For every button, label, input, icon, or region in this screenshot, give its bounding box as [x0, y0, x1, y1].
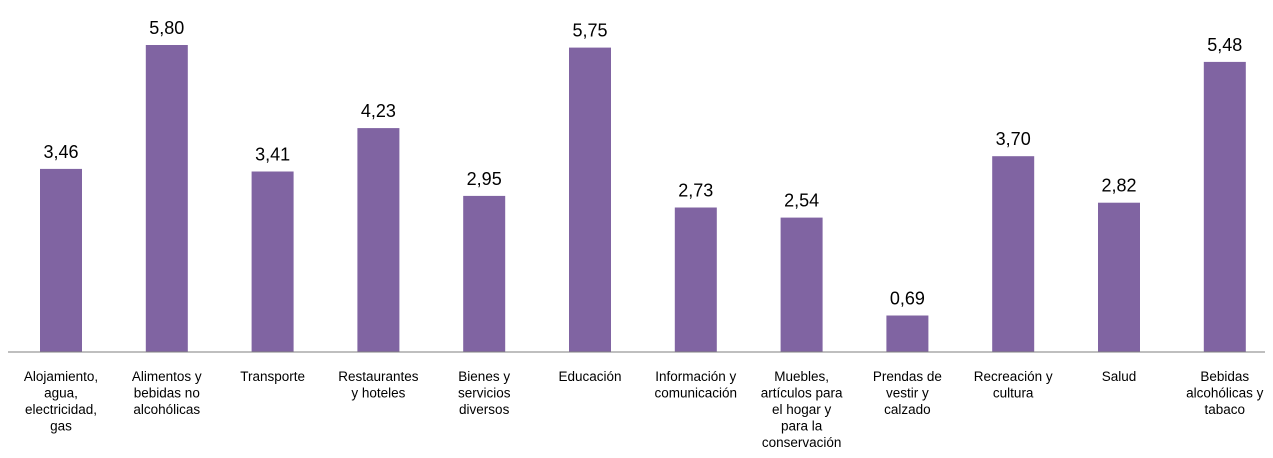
category-label-line: Bebidas — [1200, 369, 1249, 384]
category-label: Prendas de vestir y calzado — [873, 369, 942, 417]
category-label: Alimentos y bebidas no alcohólicas — [132, 369, 202, 417]
category-label-line: bebidas no — [134, 386, 200, 401]
bar-value-label: 5,80 — [149, 18, 184, 38]
category-label-line: gas — [50, 419, 72, 434]
category-label-line: tabaco — [1205, 402, 1246, 417]
bar — [1203, 61, 1246, 353]
category-label-line: Transporte — [240, 369, 305, 384]
category-label: Salud — [1102, 369, 1137, 384]
category-label: Transporte — [240, 369, 305, 384]
category-label: Recreación y cultura — [974, 369, 1053, 401]
category-label: Muebles, artículos para el hogar y para la c… — [761, 369, 843, 450]
category-label-line: agua, — [44, 386, 78, 401]
category-label-line: comunicación — [655, 386, 738, 401]
bar-value-label: 3,41 — [255, 145, 290, 165]
category-label-line: Educación — [558, 369, 621, 384]
bar — [1098, 202, 1140, 352]
category-labels-group: Alojamiento, agua, electricidad, gas Aliment… — [24, 369, 1264, 450]
bar-value-label: 2,73 — [678, 181, 713, 201]
category-label-line: electricidad, — [25, 402, 97, 417]
category-label-line: alcohólicas — [133, 402, 200, 417]
category-label: Restaurantes y hoteles — [338, 369, 419, 401]
category-label: Información y comunicación — [655, 369, 738, 401]
bars-group — [40, 45, 1246, 353]
category-label-line: Bienes y — [458, 369, 510, 384]
category-label-line: para la — [781, 419, 823, 434]
category-label-line: cultura — [993, 386, 1034, 401]
category-label: Alojamiento, agua, electricidad, gas — [24, 369, 98, 434]
category-label: Bienes y servicios diversos — [458, 369, 511, 417]
bar — [674, 207, 717, 352]
category-label-line: alcohólicas y — [1186, 386, 1264, 401]
bar-value-label: 5,75 — [572, 21, 607, 41]
category-label-line: Alojamiento, — [24, 369, 98, 384]
bar-value-label: 5,48 — [1207, 35, 1242, 55]
category-label-line: diversos — [459, 402, 510, 417]
category-label-line: Prendas de — [873, 369, 942, 384]
bar-value-label: 2,54 — [784, 191, 819, 211]
category-label-line: Alimentos y — [132, 369, 202, 384]
bar-value-label: 3,70 — [996, 129, 1031, 149]
category-label-line: Recreación y — [974, 369, 1053, 384]
category-label-line: Salud — [1102, 369, 1137, 384]
bar — [40, 168, 82, 352]
bar-value-label: 0,69 — [890, 289, 925, 309]
category-label-line: y hoteles — [351, 386, 405, 401]
category-label-line: Información y — [655, 369, 736, 384]
category-label-line: Muebles, — [774, 369, 829, 384]
category-label: Educación — [558, 369, 621, 384]
bar — [992, 156, 1035, 352]
bar — [886, 315, 929, 352]
bar-value-label: 4,23 — [361, 101, 396, 121]
category-label-line: vestir y — [886, 386, 929, 401]
category-label-line: artículos para — [761, 386, 843, 401]
category-label: Bebidas alcohólicas y tabaco — [1186, 369, 1264, 417]
bar — [357, 128, 400, 352]
category-label-line: Restaurantes — [338, 369, 419, 384]
category-label-line: servicios — [458, 386, 511, 401]
bar-value-label: 3,46 — [43, 142, 78, 162]
bar — [780, 217, 823, 352]
category-label-line: conservación — [762, 435, 842, 450]
bar-value-label: 2,95 — [467, 169, 502, 189]
bar — [463, 195, 506, 352]
bar-value-label: 2,82 — [1101, 176, 1136, 196]
bar — [569, 47, 611, 352]
bar — [251, 171, 294, 352]
value-labels-group: 3,46 5,80 3,41 4,23 2,95 5,75 2,73 2,54 0,69 3,70… — [43, 18, 1242, 309]
bar — [145, 45, 188, 352]
category-label-line: calzado — [884, 402, 931, 417]
category-label-line: el hogar y — [772, 402, 832, 417]
